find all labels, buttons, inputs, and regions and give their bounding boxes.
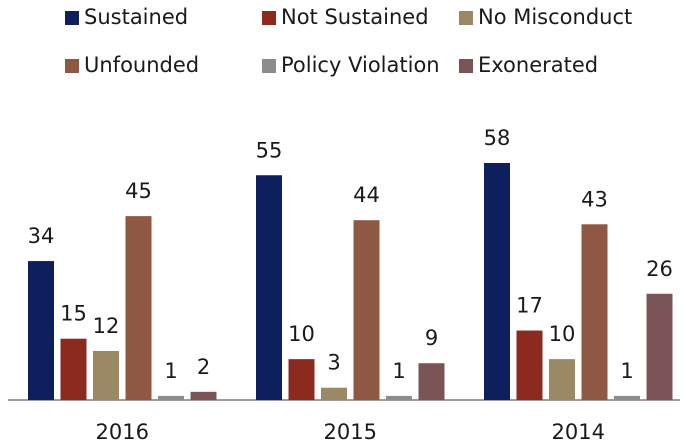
data-label: 3 bbox=[327, 351, 340, 375]
data-label: 55 bbox=[256, 138, 283, 162]
bar bbox=[581, 224, 608, 400]
legend-label: Policy Violation bbox=[281, 53, 440, 77]
data-label: 9 bbox=[425, 326, 438, 350]
bar bbox=[516, 330, 543, 400]
bar bbox=[418, 363, 445, 400]
bar bbox=[646, 293, 673, 400]
bar bbox=[256, 175, 282, 400]
data-label: 10 bbox=[549, 322, 576, 346]
bar bbox=[321, 387, 347, 400]
legend-swatch bbox=[65, 59, 79, 73]
bar bbox=[28, 261, 54, 400]
data-label: 17 bbox=[516, 294, 543, 318]
data-label: 1 bbox=[164, 359, 177, 383]
bar bbox=[60, 338, 87, 400]
legend-label: No Misconduct bbox=[478, 5, 632, 29]
bar bbox=[614, 395, 640, 400]
data-label: 43 bbox=[581, 187, 608, 211]
legend-swatch bbox=[65, 11, 79, 25]
data-label: 15 bbox=[60, 302, 87, 326]
bar bbox=[125, 216, 152, 400]
bar bbox=[190, 391, 217, 400]
bar bbox=[386, 395, 412, 400]
legend-label: Exonerated bbox=[478, 53, 598, 77]
legend-swatch bbox=[262, 11, 276, 25]
legend-label: Unfounded bbox=[84, 53, 199, 77]
data-label: 45 bbox=[125, 179, 152, 203]
x-tick-label: 2015 bbox=[324, 420, 377, 444]
data-label: 1 bbox=[392, 359, 405, 383]
data-label: 58 bbox=[484, 126, 511, 150]
bar bbox=[484, 163, 510, 400]
data-label: 44 bbox=[353, 183, 380, 207]
data-label: 10 bbox=[288, 322, 315, 346]
data-label: 26 bbox=[646, 257, 673, 281]
data-label: 12 bbox=[93, 314, 120, 338]
legend-swatch bbox=[459, 11, 473, 25]
legend-swatch bbox=[262, 59, 276, 73]
bar bbox=[288, 359, 315, 400]
bar bbox=[158, 395, 184, 400]
bar bbox=[353, 220, 380, 400]
data-label: 34 bbox=[28, 224, 55, 248]
bar bbox=[93, 350, 119, 400]
data-label: 2 bbox=[197, 355, 210, 379]
x-tick-label: 2016 bbox=[96, 420, 149, 444]
legend-label: Not Sustained bbox=[281, 5, 429, 29]
bar bbox=[549, 359, 575, 400]
legend-label: Sustained bbox=[84, 5, 188, 29]
data-label: 1 bbox=[620, 359, 633, 383]
legend-swatch bbox=[459, 59, 473, 73]
x-tick-label: 2014 bbox=[552, 420, 605, 444]
